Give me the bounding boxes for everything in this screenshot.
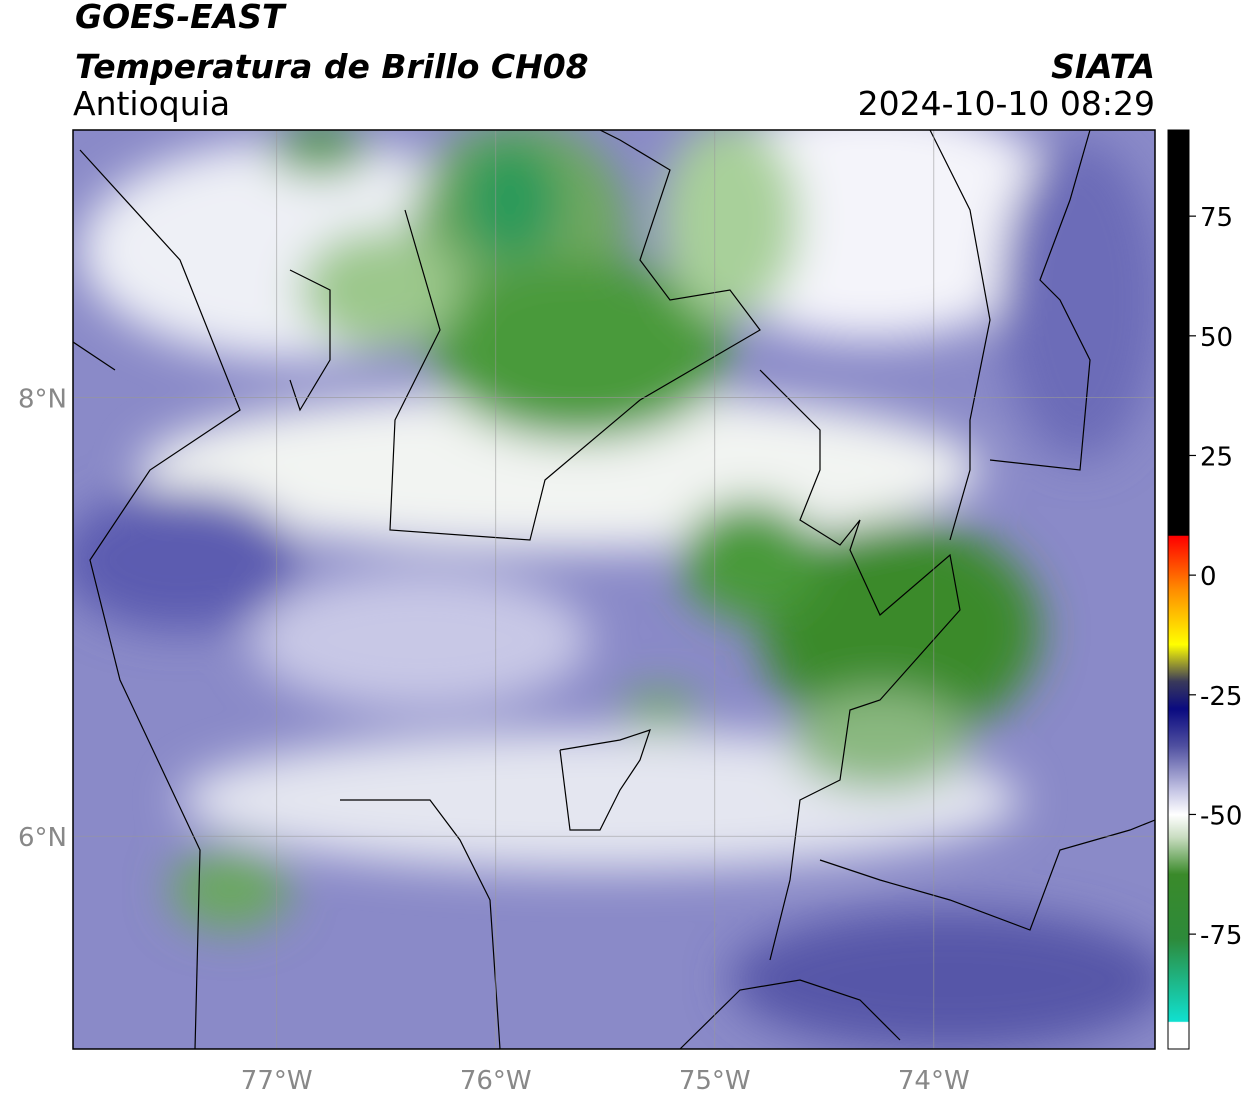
region: Antioquia <box>73 84 230 123</box>
colorbar-tick-label: -75 <box>1200 921 1242 951</box>
colorbar <box>1167 129 1190 1050</box>
colorbar-tick-label: -50 <box>1200 801 1242 831</box>
colorbar-tick-label: -25 <box>1200 682 1242 712</box>
lat-label: 6°N <box>18 823 67 853</box>
lat-label: 8°N <box>18 385 67 415</box>
timestamp: 2024-10-10 08:29 <box>858 84 1155 123</box>
colorbar-tick-label: 50 <box>1200 323 1233 353</box>
colorbar-tick-label: 25 <box>1200 442 1233 472</box>
lon-label: 77°W <box>241 1066 313 1096</box>
lon-label: 75°W <box>679 1066 751 1096</box>
satellite-image <box>73 130 1155 1049</box>
subtitle: Temperatura de Brillo CH08 <box>75 47 589 86</box>
lon-label: 76°W <box>460 1066 532 1096</box>
colorbar-tick-label: 75 <box>1200 203 1233 233</box>
colorbar-tick-label: 0 <box>1200 562 1217 592</box>
lon-label: 74°W <box>898 1066 970 1096</box>
source: SIATA <box>1051 47 1155 86</box>
title: GOES-EAST <box>75 0 287 36</box>
map-frame <box>72 129 1156 1050</box>
